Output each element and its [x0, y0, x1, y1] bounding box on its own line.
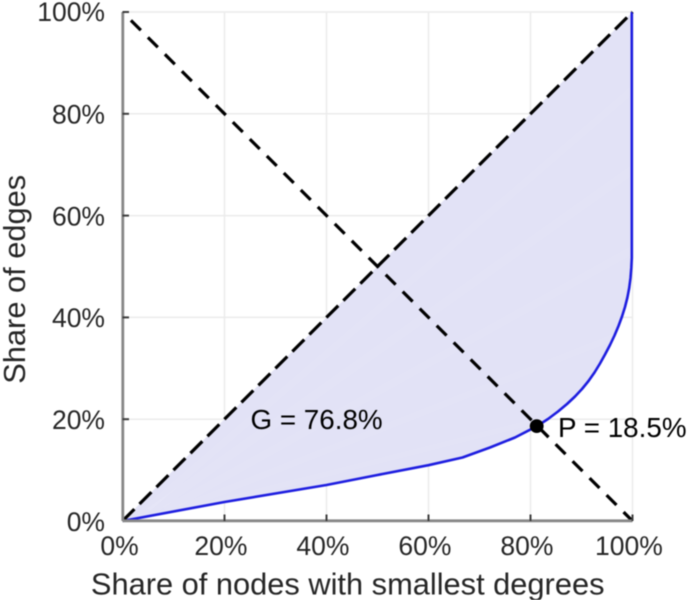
svg-text:Share of nodes with smallest d: Share of nodes with smallest degrees	[91, 566, 605, 600]
svg-text:20%: 20%	[52, 405, 105, 435]
svg-text:60%: 60%	[398, 531, 451, 561]
svg-text:100%: 100%	[37, 0, 105, 27]
svg-text:0%: 0%	[67, 507, 105, 537]
svg-text:0%: 0%	[100, 531, 138, 561]
svg-text:80%: 80%	[52, 100, 105, 130]
svg-text:100%: 100%	[595, 531, 663, 561]
svg-text:60%: 60%	[52, 201, 105, 231]
svg-text:Share of edges: Share of edges	[0, 175, 32, 384]
svg-text:G = 76.8%: G = 76.8%	[251, 404, 383, 435]
svg-text:P = 18.5%: P = 18.5%	[558, 412, 687, 443]
svg-text:40%: 40%	[296, 531, 349, 561]
svg-text:40%: 40%	[52, 303, 105, 333]
svg-text:80%: 80%	[500, 531, 553, 561]
svg-text:20%: 20%	[194, 531, 247, 561]
